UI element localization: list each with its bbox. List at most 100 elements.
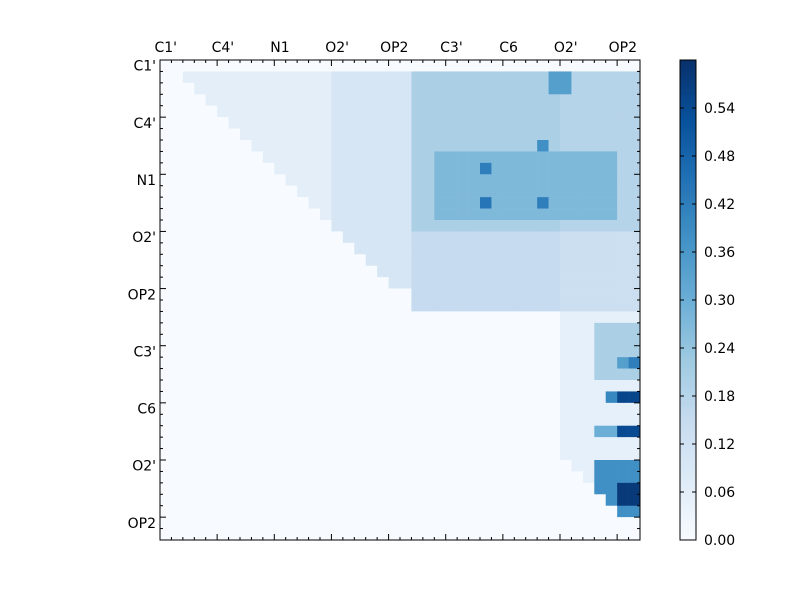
heatmap-cell — [217, 94, 229, 107]
heatmap-cell — [388, 471, 401, 484]
heatmap-cell — [285, 471, 298, 484]
heatmap-cell — [251, 162, 264, 175]
heatmap-cell — [354, 528, 367, 541]
heatmap-cell — [240, 345, 252, 358]
heatmap-cell — [320, 231, 332, 244]
heatmap-cell — [182, 368, 195, 381]
heatmap-cell — [571, 265, 584, 278]
heatmap-cell — [285, 208, 298, 221]
heatmap-cell — [617, 231, 629, 244]
heatmap-cell — [274, 128, 287, 141]
heatmap-cell — [228, 208, 241, 221]
heatmap-cell — [480, 471, 492, 484]
heatmap-cell — [160, 117, 172, 129]
heatmap-cell — [400, 197, 412, 209]
heatmap-cell — [571, 322, 584, 335]
heatmap-cell — [308, 140, 321, 152]
heatmap-cell — [628, 151, 641, 164]
heatmap-cell — [194, 140, 207, 152]
heatmap-cell — [571, 368, 584, 381]
heatmap-cell — [205, 265, 218, 278]
heatmap-cell — [320, 300, 332, 312]
colorbar-tick-label: 0.24 — [704, 341, 735, 357]
heatmap-cell — [502, 448, 515, 461]
heatmap-cell — [422, 448, 435, 461]
heatmap-cell — [217, 242, 229, 255]
heatmap-cell — [217, 494, 229, 507]
heatmap-cell — [571, 505, 584, 518]
heatmap-cell — [491, 322, 504, 335]
heatmap-cell — [411, 322, 424, 335]
heatmap-cell — [480, 505, 492, 518]
heatmap-cell — [205, 368, 218, 381]
heatmap-cell — [422, 71, 435, 84]
heatmap-cell — [251, 82, 264, 95]
heatmap-cell — [182, 231, 195, 244]
heatmap-cell — [240, 94, 252, 107]
heatmap-cell — [182, 82, 195, 95]
heatmap-cell — [480, 288, 492, 301]
heatmap-cell — [285, 220, 298, 232]
heatmap-cell — [240, 174, 252, 187]
heatmap-cell — [560, 151, 572, 164]
heatmap-cell — [194, 94, 207, 107]
heatmap-cell — [342, 220, 355, 232]
heatmap-cell — [628, 357, 641, 369]
heatmap-cell — [342, 82, 355, 95]
heatmap-cell — [491, 494, 504, 507]
heatmap-cell — [182, 448, 195, 461]
heatmap-cell — [560, 277, 572, 289]
heatmap-cell — [491, 528, 504, 541]
heatmap-cell — [171, 517, 184, 529]
heatmap-cell — [365, 162, 378, 175]
heatmap-cell — [160, 254, 172, 267]
heatmap-cell — [468, 402, 481, 415]
heatmap-cell — [308, 265, 321, 278]
heatmap-cell — [480, 105, 492, 118]
heatmap-cell — [468, 117, 481, 129]
heatmap-cell — [285, 151, 298, 164]
heatmap-cell — [217, 105, 229, 118]
heatmap-cell — [548, 345, 561, 358]
heatmap-cell — [240, 517, 252, 529]
heatmap-cell — [377, 414, 389, 427]
heatmap-cell — [491, 425, 504, 438]
heatmap-cell — [274, 471, 287, 484]
heatmap-cell — [491, 265, 504, 278]
heatmap-cell — [525, 494, 538, 507]
heatmap-cell — [240, 311, 252, 324]
heatmap-cell — [331, 448, 344, 461]
heatmap-cell — [457, 380, 469, 392]
heatmap-cell — [434, 402, 447, 415]
heatmap-cell — [182, 162, 195, 175]
heatmap-cell — [297, 414, 309, 427]
heatmap-cell — [594, 162, 607, 175]
heatmap-cell — [251, 357, 264, 369]
heatmap-cell — [262, 151, 275, 164]
heatmap-cell — [251, 345, 264, 358]
heatmap-cell — [365, 425, 378, 438]
heatmap-cell — [537, 482, 549, 495]
heatmap-cell — [514, 265, 527, 278]
heatmap-cell — [205, 185, 218, 198]
heatmap-cell — [160, 231, 172, 244]
heatmap-cell — [274, 254, 287, 267]
heatmap-cell — [285, 128, 298, 141]
heatmap-cell — [194, 402, 207, 415]
heatmap-cell — [228, 414, 241, 427]
heatmap-cell — [537, 300, 549, 312]
heatmap-cell — [548, 357, 561, 369]
heatmap-cell — [228, 528, 241, 541]
heatmap-cell — [274, 391, 287, 404]
heatmap-cell — [445, 322, 458, 335]
heatmap-cell — [274, 117, 287, 129]
heatmap-cell — [422, 311, 435, 324]
heatmap-cell — [434, 460, 447, 472]
heatmap-cell — [171, 334, 184, 347]
heatmap-cell — [388, 460, 401, 472]
heatmap-cell — [445, 140, 458, 152]
heatmap-cell — [171, 448, 184, 461]
heatmap-cell — [388, 311, 401, 324]
heatmap-cell — [377, 71, 389, 84]
heatmap-cell — [194, 368, 207, 381]
